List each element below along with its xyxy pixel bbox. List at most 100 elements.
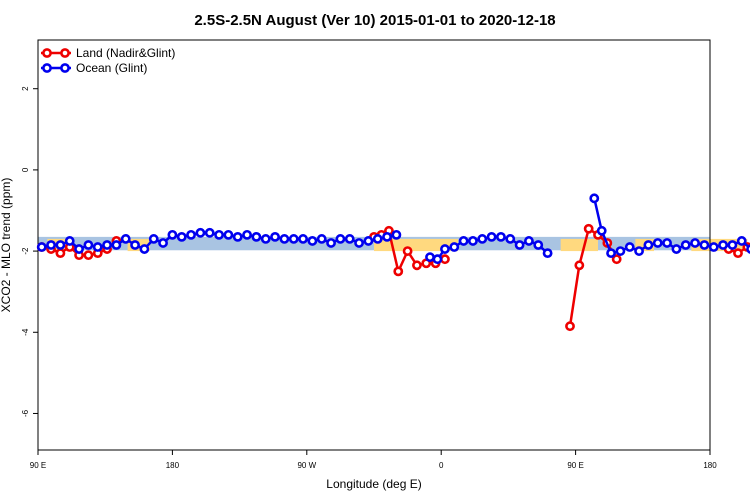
- data-point: [288, 234, 299, 244]
- legend-marker: [42, 63, 52, 73]
- data-point: [727, 240, 738, 250]
- data-point: [412, 260, 422, 271]
- land-band-segment: [374, 238, 430, 252]
- data-point: [615, 246, 626, 256]
- data-point: [449, 242, 460, 252]
- data-point: [158, 238, 168, 248]
- data-point: [606, 248, 616, 259]
- data-point: [382, 231, 392, 242]
- data-point: [316, 234, 327, 244]
- legend-item: Land (Nadir&Glint): [41, 46, 175, 60]
- data-point: [130, 240, 140, 250]
- data-point: [643, 240, 654, 250]
- data-point: [402, 246, 413, 256]
- data-point: [260, 234, 271, 244]
- x-tick-label: 90 E: [30, 461, 46, 470]
- data-point: [736, 236, 747, 246]
- data-point: [514, 240, 525, 250]
- x-axis-label: Longitude (deg E): [326, 477, 421, 491]
- data-point: [699, 240, 710, 250]
- data-point: [583, 223, 594, 234]
- y-axis: 2 0 -2 -4 -6: [21, 86, 38, 417]
- data-point: [92, 242, 103, 252]
- y-tick-label: -4: [21, 328, 30, 336]
- data-point: [223, 229, 234, 240]
- data-point: [680, 240, 691, 250]
- data-point: [298, 234, 308, 244]
- x-tick-label: 90 W: [297, 461, 316, 470]
- data-point: [186, 229, 196, 240]
- data-point: [718, 240, 728, 250]
- series-group: [36, 193, 750, 332]
- data-point: [690, 238, 700, 248]
- legend-item: Ocean (Glint): [41, 61, 147, 75]
- y-tick-label: -6: [21, 409, 30, 417]
- data-point: [652, 238, 663, 248]
- data-point: [214, 229, 224, 240]
- data-point: [440, 254, 450, 265]
- x-axis: 90 E 180 90 W 0 90 E 180: [30, 450, 717, 470]
- data-point: [662, 238, 672, 248]
- data-point: [251, 231, 262, 242]
- data-point: [391, 229, 402, 240]
- data-point: [232, 231, 243, 242]
- data-point: [671, 244, 682, 254]
- data-point: [326, 238, 336, 248]
- data-point: [486, 231, 497, 242]
- series-ocean: [36, 193, 750, 265]
- data-point: [195, 227, 206, 238]
- data-point: [363, 236, 374, 246]
- data-point: [36, 242, 47, 252]
- data-point: [270, 231, 280, 242]
- legend-marker: [60, 63, 70, 73]
- data-point: [204, 227, 215, 238]
- data-point: [533, 240, 544, 250]
- x-tick-label: 0: [439, 461, 444, 470]
- legend: Land (Nadir&Glint)Ocean (Glint): [41, 46, 175, 75]
- data-point: [611, 254, 622, 265]
- y-tick-label: 0: [21, 167, 30, 172]
- data-point: [708, 242, 719, 252]
- data-point: [440, 244, 450, 254]
- data-point: [733, 248, 743, 259]
- data-point: [55, 248, 66, 259]
- data-point: [279, 234, 290, 244]
- data-point: [176, 231, 187, 242]
- data-point: [574, 260, 585, 271]
- legend-marker: [42, 48, 52, 58]
- data-point: [83, 240, 94, 250]
- x-tick-label: 180: [166, 461, 180, 470]
- data-point: [477, 234, 488, 244]
- data-point: [565, 321, 575, 332]
- data-point: [634, 246, 644, 256]
- y-tick-label: 2: [21, 86, 30, 91]
- data-point: [354, 238, 364, 248]
- legend-label: Ocean (Glint): [76, 61, 147, 75]
- data-point: [458, 236, 469, 246]
- data-point: [432, 254, 443, 265]
- data-point: [372, 234, 383, 244]
- data-point: [425, 252, 435, 263]
- data-point: [589, 193, 600, 204]
- y-axis-label: XCO2 - MLO trend (ppm): [0, 178, 13, 313]
- data-point: [102, 240, 112, 250]
- data-point: [64, 236, 75, 246]
- chart-title: 2.5S-2.5N August (Ver 10) 2015-01-01 to …: [194, 12, 555, 29]
- legend-marker: [60, 48, 70, 58]
- y-tick-label: -2: [21, 247, 30, 255]
- data-point: [335, 234, 346, 244]
- data-point: [468, 236, 478, 246]
- x-tick-label: 90 E: [567, 461, 583, 470]
- data-point: [46, 240, 56, 250]
- data-point: [111, 240, 122, 250]
- data-point: [344, 234, 355, 244]
- data-point: [83, 250, 94, 261]
- data-point: [542, 248, 553, 259]
- data-point: [74, 244, 84, 254]
- data-point: [55, 240, 66, 250]
- data-point: [596, 225, 607, 236]
- data-point: [120, 234, 131, 244]
- data-point: [242, 229, 252, 240]
- land-band-segment: [560, 238, 598, 252]
